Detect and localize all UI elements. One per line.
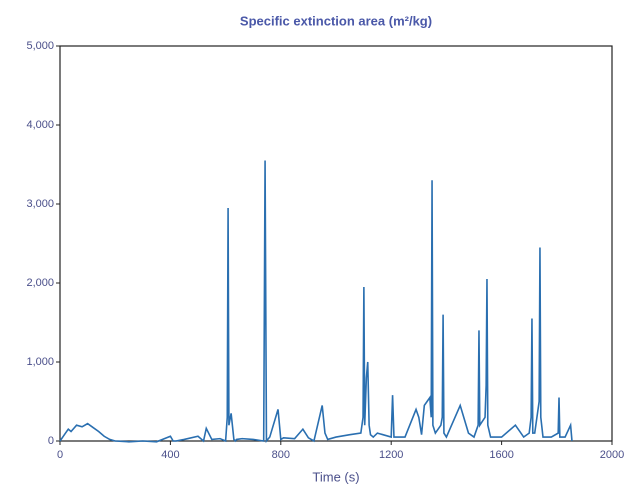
chart-title: Specific extinction area (m²/kg) — [240, 13, 432, 28]
y-tick-label: 4,000 — [26, 119, 54, 131]
plot-frame — [59, 45, 613, 442]
x-tick-label: 400 — [161, 449, 179, 461]
x-tick-label: 800 — [272, 449, 290, 461]
y-tick-label: 5,000 — [26, 40, 54, 52]
data-line — [59, 160, 573, 444]
y-tick-label: 0 — [48, 435, 54, 447]
y-tick-label: 1,000 — [26, 356, 54, 368]
x-tick-label: 1600 — [489, 449, 513, 461]
y-tick-label: 2,000 — [26, 277, 54, 289]
y-tick-label: 3,000 — [26, 198, 54, 210]
x-tick-label: 0 — [57, 449, 63, 461]
x-axis-label: Time (s) — [312, 469, 359, 484]
x-tick-label: 1200 — [379, 449, 403, 461]
x-tick-label: 2000 — [600, 449, 624, 461]
